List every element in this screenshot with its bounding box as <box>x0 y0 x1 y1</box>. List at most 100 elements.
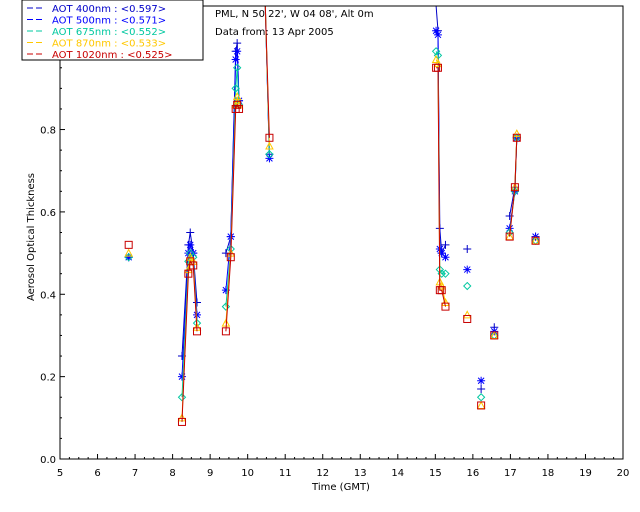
data-point <box>184 269 193 278</box>
x-tick-label: 6 <box>94 468 100 479</box>
data-point <box>177 372 186 381</box>
series-line <box>225 67 240 307</box>
data-point <box>232 63 242 72</box>
date-info: Data from: 13 Apr 2005 <box>215 27 334 38</box>
data-point <box>477 401 486 410</box>
data-point <box>177 417 186 426</box>
data-point <box>192 327 201 336</box>
data-point <box>124 253 133 262</box>
data-point <box>221 286 230 295</box>
data-point <box>441 269 450 278</box>
legend-box <box>21 0 204 61</box>
data-point <box>463 244 472 253</box>
data-point <box>233 39 242 48</box>
data-point <box>433 30 442 39</box>
data-point <box>231 55 240 64</box>
data-point <box>192 298 201 307</box>
data-point <box>531 236 540 245</box>
data-point <box>477 376 486 385</box>
data-point <box>265 150 274 159</box>
data-point <box>433 63 442 72</box>
data-point <box>477 384 486 393</box>
data-point <box>184 249 193 258</box>
data-point <box>431 54 441 64</box>
data-point <box>185 252 195 261</box>
legend-entry: AOT 400nm : <0.597> <box>52 4 166 15</box>
series-layer <box>124 5 540 426</box>
x-tick-label: 9 <box>207 468 213 479</box>
data-point <box>231 84 240 93</box>
station-info: PML, N 50 22', W 04 08', Alt 0m <box>215 9 374 20</box>
y-tick-label: 0.6 <box>40 208 56 219</box>
series-line <box>435 5 446 256</box>
legend-entry: AOT 675nm : <0.552> <box>52 27 166 38</box>
data-point <box>505 232 514 241</box>
data-point <box>531 236 540 245</box>
series-4 <box>124 5 540 422</box>
legend-entry: AOT 870nm : <0.533> <box>52 39 166 50</box>
series-5 <box>124 5 540 426</box>
data-point <box>186 228 195 237</box>
data-point <box>431 47 441 56</box>
y-tick-label: 0.4 <box>40 290 56 301</box>
x-tick-label: 16 <box>466 468 479 479</box>
x-tick-label: 5 <box>57 468 63 479</box>
x-tick-label: 12 <box>316 468 329 479</box>
data-point <box>433 59 443 68</box>
y-tick-label: 0.0 <box>40 455 56 466</box>
data-point <box>512 133 521 142</box>
x-axis-label: Time (GMT) <box>311 482 370 493</box>
y-axis-label: Aerosol Optical Thickness <box>26 173 37 301</box>
data-point <box>186 240 195 249</box>
x-tick-label: 14 <box>391 468 404 479</box>
x-tick-label: 17 <box>504 468 517 479</box>
data-point <box>226 253 235 262</box>
data-point <box>510 183 519 192</box>
data-point <box>437 286 446 295</box>
series-2 <box>124 5 540 385</box>
series-line <box>509 137 518 237</box>
data-point <box>221 327 230 336</box>
series-line <box>436 67 446 307</box>
y-axis: 0.00.20.40.60.81.0 <box>40 5 65 466</box>
data-point <box>476 400 486 409</box>
x-tick-label: 8 <box>169 468 175 479</box>
data-point <box>462 310 472 319</box>
data-point <box>432 26 441 35</box>
x-tick-label: 11 <box>279 468 292 479</box>
data-point <box>463 281 472 291</box>
data-point <box>490 331 499 340</box>
data-point <box>235 104 244 113</box>
x-tick-label: 19 <box>579 468 592 479</box>
y-tick-label: 0.2 <box>40 373 56 384</box>
data-point <box>265 141 274 150</box>
data-point <box>463 314 472 323</box>
x-tick-label: 20 <box>617 468 630 479</box>
series-line <box>435 59 446 303</box>
y-tick-label: 0.8 <box>40 126 56 137</box>
data-point <box>124 240 133 249</box>
series-3 <box>124 5 540 402</box>
data-point <box>124 248 134 257</box>
x-tick-label: 10 <box>241 468 254 479</box>
data-point <box>512 129 522 138</box>
data-point <box>505 212 514 221</box>
x-tick-label: 7 <box>132 468 138 479</box>
data-point <box>177 393 187 402</box>
data-point <box>463 265 472 274</box>
series-line <box>264 5 270 138</box>
legend-entry: AOT 1020nm : <0.525> <box>52 50 172 61</box>
legend-entry: AOT 500nm : <0.571> <box>52 16 166 27</box>
data-point <box>189 261 198 270</box>
x-axis: 5 6 7 8 9 10 11 12 13 14 15 16 17 18 19 20 <box>57 454 630 479</box>
data-point <box>233 47 242 56</box>
x-tick-label: 15 <box>429 468 442 479</box>
plot-frame <box>59 5 624 460</box>
x-tick-label: 13 <box>354 468 367 479</box>
data-point <box>265 133 274 142</box>
data-point <box>505 232 514 241</box>
series-1 <box>124 5 540 393</box>
data-point <box>476 393 486 402</box>
series-line <box>225 103 240 332</box>
